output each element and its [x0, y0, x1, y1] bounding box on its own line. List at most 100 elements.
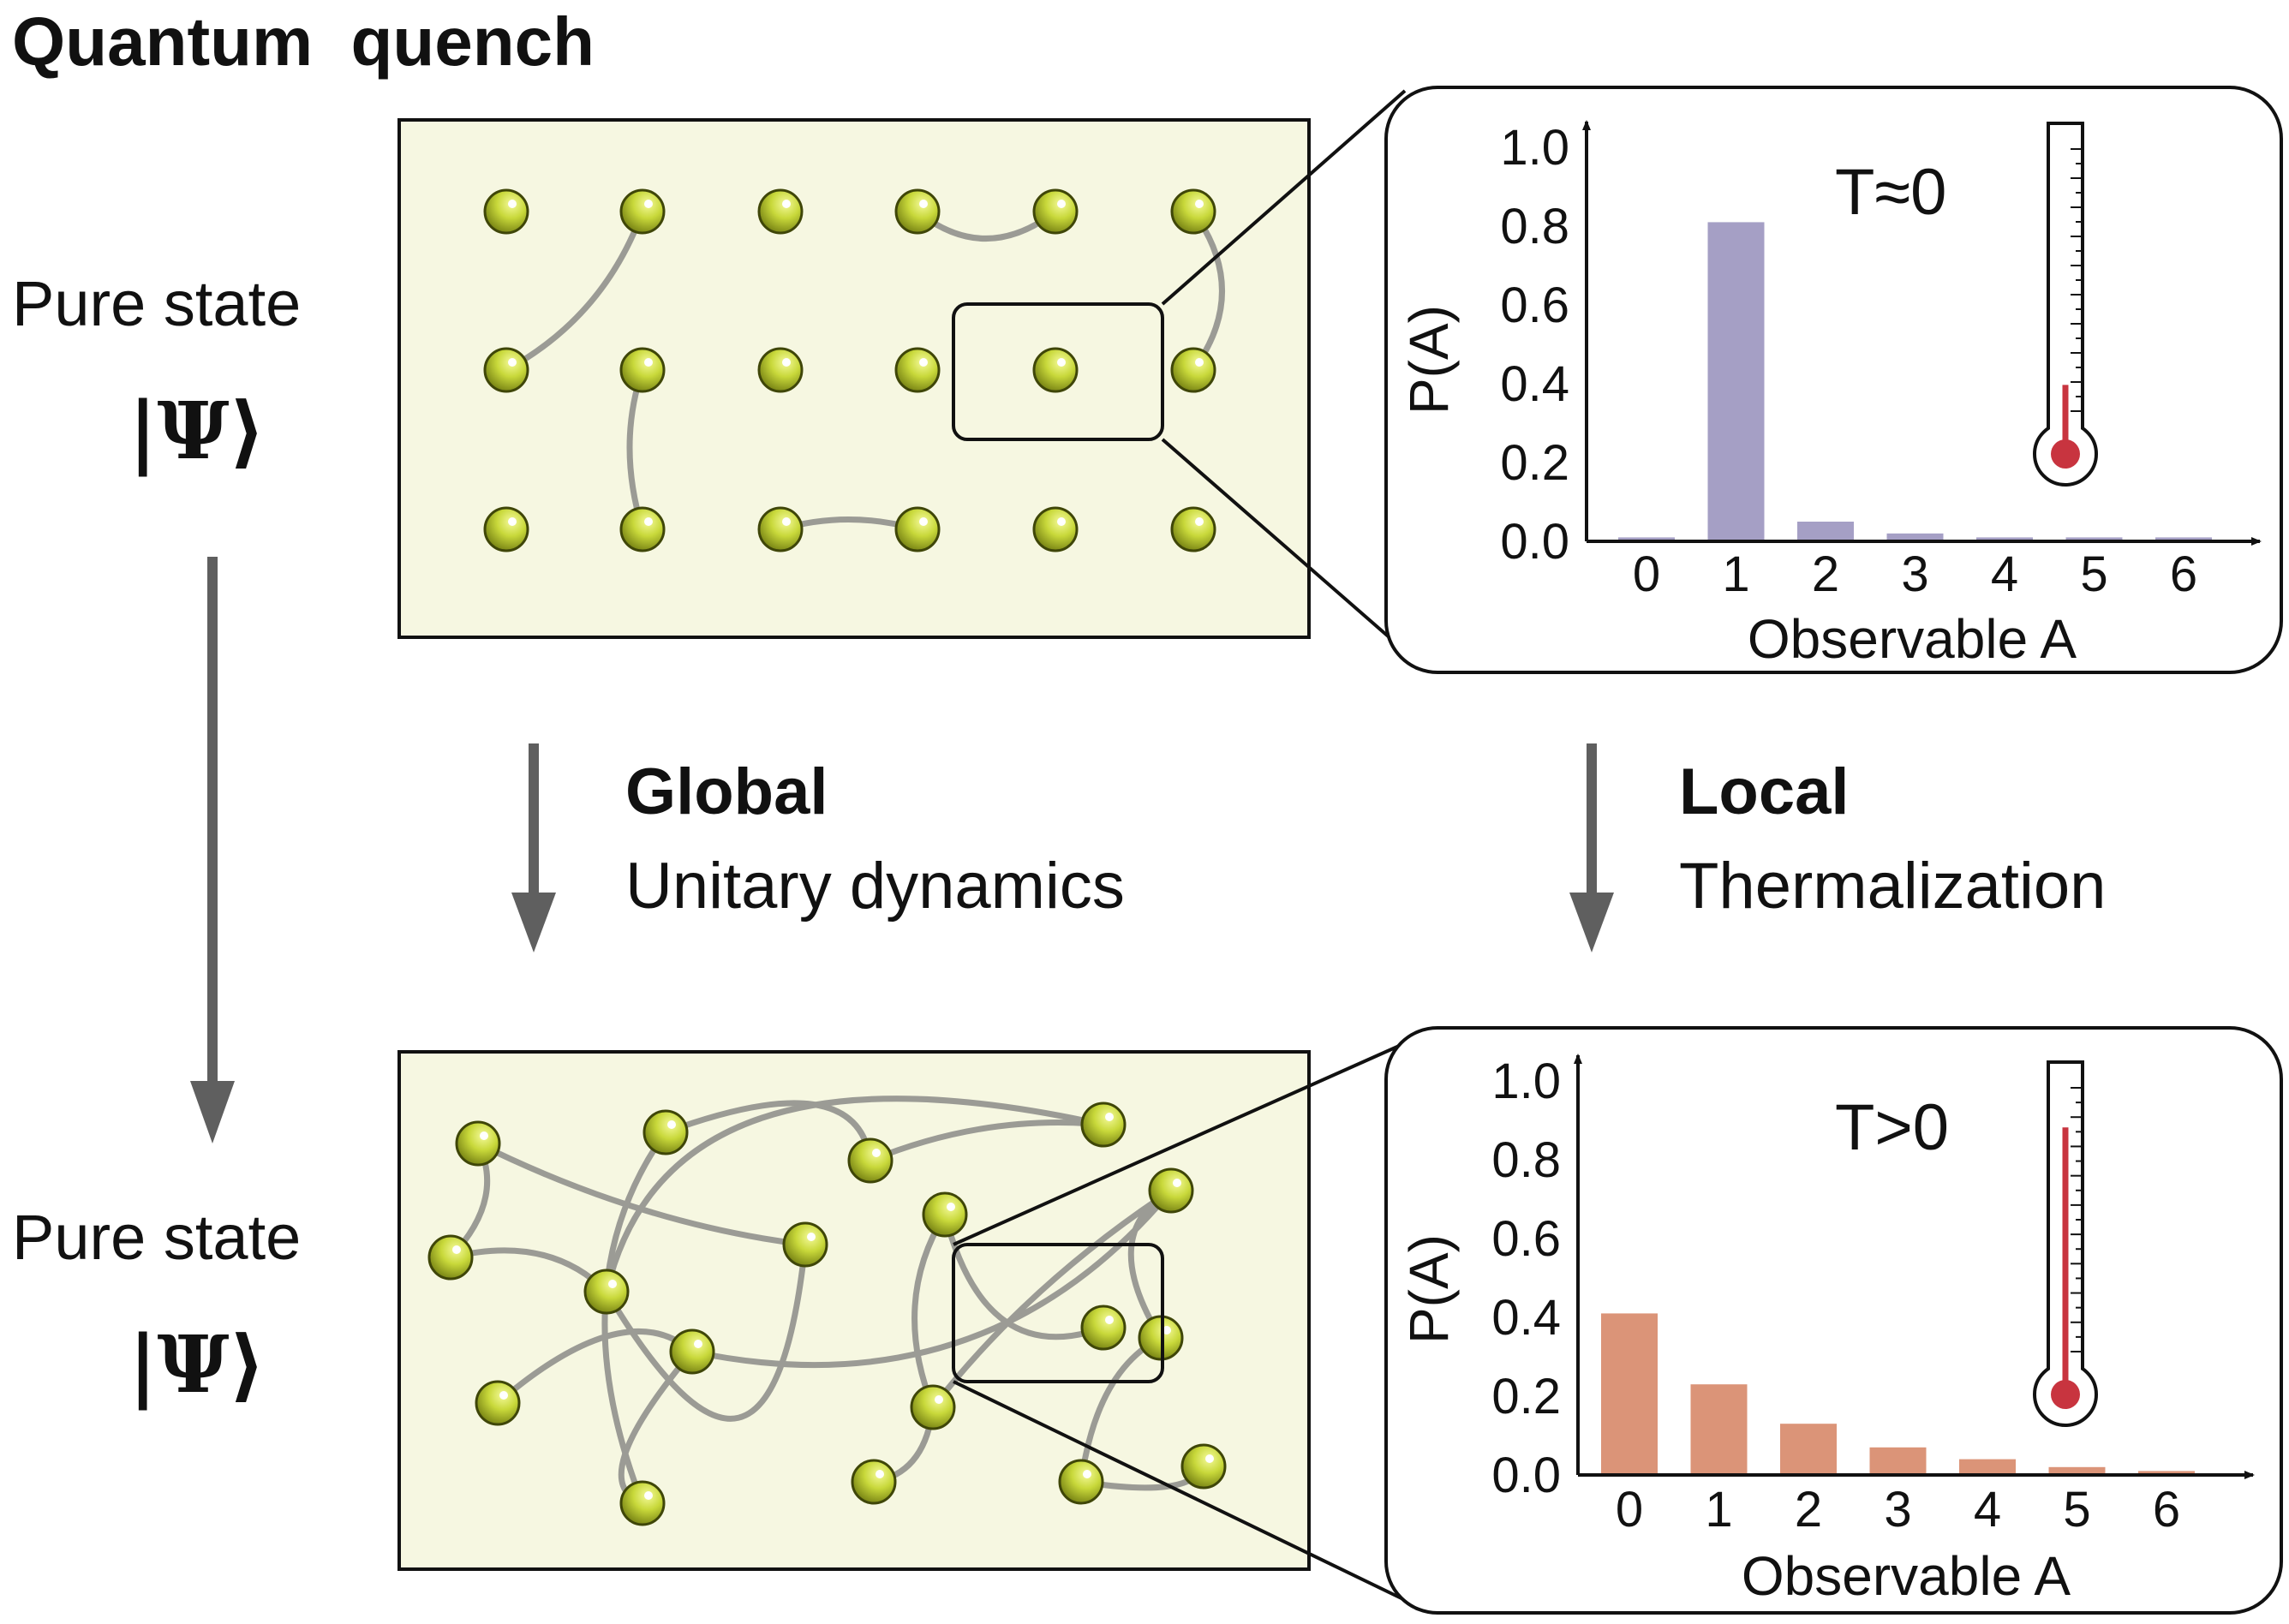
initial-distribution-panel: 0.0 0.2 0.4 0.6 0.8 1.0 0 1 2 3 4 5 6 P(A) Observabl… — [1384, 86, 2283, 674]
atom-icon — [455, 1120, 501, 1167]
atom-icon — [1080, 1102, 1127, 1148]
x-tick-label: 5 — [2080, 546, 2107, 602]
top-state-psi: |Ψ⟩ — [128, 385, 266, 477]
y-tick-label: 0.2 — [1491, 1369, 1561, 1424]
x-tick-label: 1 — [1705, 1482, 1732, 1537]
y-tick-label: 1.0 — [1500, 120, 1569, 176]
initial-atoms — [483, 188, 1216, 552]
x-tick-label: 3 — [1884, 1482, 1911, 1537]
x-tick-label: 1 — [1722, 546, 1749, 602]
bar — [2155, 537, 2212, 540]
bar — [1959, 1459, 2016, 1473]
thermometer-icon — [2033, 1060, 2098, 1427]
atom-icon — [894, 506, 941, 552]
atom-icon — [642, 1109, 689, 1155]
atom-icon — [619, 506, 666, 552]
atom-icon — [851, 1459, 897, 1505]
atom-icon — [1170, 188, 1216, 235]
atom-icon — [757, 506, 804, 552]
y-tick-label: 0.8 — [1500, 199, 1569, 254]
local-title: Local — [1679, 755, 1850, 828]
atom-icon — [894, 347, 941, 393]
atom-icon — [583, 1269, 630, 1315]
atom-icon — [483, 347, 529, 393]
y-tick-label: 0.0 — [1500, 514, 1569, 570]
atom-icon — [427, 1234, 474, 1281]
atom-icon — [619, 347, 666, 393]
bar — [1976, 537, 2033, 540]
bar — [1780, 1424, 1837, 1473]
ylabel-thermal: P(A) — [1398, 1234, 1460, 1344]
global-subtitle: Unitary dynamics — [625, 850, 1125, 922]
initial-distribution-chart: 0.0 0.2 0.4 0.6 0.8 1.0 0 1 2 3 4 5 6 — [1500, 120, 2262, 602]
x-tick-label: 0 — [1633, 546, 1660, 602]
thermometer-icon — [2033, 122, 2098, 487]
atom-icon — [757, 347, 804, 393]
atom-icon — [483, 506, 529, 552]
atom-icon — [1180, 1443, 1227, 1490]
bar — [2048, 1466, 2106, 1473]
atom-icon — [669, 1328, 715, 1375]
bar — [2138, 1471, 2195, 1474]
atom-icon — [1148, 1167, 1194, 1214]
x-tick-label: 3 — [1901, 546, 1928, 602]
bar — [1886, 533, 1944, 540]
y-tick-label: 0.6 — [1500, 278, 1569, 333]
y-tick-label: 0.4 — [1491, 1290, 1561, 1346]
atom-icon — [1058, 1459, 1104, 1505]
y-tick-label: 0.0 — [1491, 1448, 1561, 1503]
atom-icon — [782, 1221, 828, 1268]
x-tick-label: 2 — [1795, 1482, 1822, 1537]
bar — [1707, 222, 1765, 540]
xlabel-thermal: Observable A — [1742, 1545, 2071, 1607]
atom-icon — [1170, 347, 1216, 393]
temperature-initial: T≈0 — [1835, 156, 1946, 229]
atom-icon — [619, 188, 666, 235]
atom-icon — [847, 1137, 893, 1184]
bar — [1797, 522, 1854, 540]
y-tick-label: 0.2 — [1500, 435, 1569, 491]
ylabel-initial: P(A) — [1398, 305, 1460, 415]
final-lattice-panel — [397, 1042, 1406, 1602]
thermal-distribution-panel: 0.0 0.2 0.4 0.6 0.8 1.0 0 1 2 3 4 5 6 P(A) Observabl… — [1384, 1026, 2283, 1615]
bar — [1869, 1447, 1927, 1473]
y-tick-label: 1.0 — [1491, 1054, 1561, 1109]
x-tick-label: 6 — [2153, 1482, 2180, 1537]
xlabel-initial: Observable A — [1748, 608, 2077, 670]
final-atoms — [427, 1102, 1227, 1526]
y-tick-label: 0.4 — [1500, 356, 1569, 412]
atom-icon — [1032, 188, 1079, 235]
bottom-state-psi: |Ψ⟩ — [128, 1318, 266, 1411]
x-tick-label: 6 — [2170, 546, 2197, 602]
x-tick-label: 5 — [2063, 1482, 2090, 1537]
bar — [1690, 1384, 1748, 1473]
atom-icon — [1032, 506, 1079, 552]
x-tick-label: 0 — [1616, 1482, 1643, 1537]
atom-icon — [1170, 506, 1216, 552]
global-arrow — [511, 743, 556, 952]
atom-icon — [483, 188, 529, 235]
bar — [1618, 537, 1675, 540]
x-tick-label: 4 — [1974, 1482, 2001, 1537]
atom-icon — [619, 1480, 666, 1526]
atom-icon — [894, 188, 941, 235]
top-state-label: Pure state — [12, 268, 301, 339]
x-tick-label: 2 — [1812, 546, 1839, 602]
atom-icon — [475, 1380, 521, 1426]
atom-icon — [922, 1191, 968, 1238]
local-subtitle: Thermalization — [1679, 850, 2106, 922]
atom-icon — [1032, 347, 1079, 393]
thermal-distribution-chart: 0.0 0.2 0.4 0.6 0.8 1.0 0 1 2 3 4 5 6 — [1491, 1054, 2255, 1537]
initial-zoom-region — [952, 302, 1164, 441]
final-zoom-region — [952, 1243, 1164, 1383]
figure-title: Quantum quench — [12, 3, 595, 80]
y-tick-label: 0.6 — [1491, 1211, 1561, 1267]
bottom-state-label: Pure state — [12, 1202, 301, 1273]
global-title: Global — [625, 755, 828, 828]
atom-icon — [910, 1384, 956, 1430]
y-tick-label: 0.8 — [1491, 1132, 1561, 1188]
temperature-thermal: T>0 — [1835, 1091, 1949, 1164]
atom-icon — [1080, 1305, 1127, 1351]
time-evolution-arrow — [190, 557, 235, 1143]
atom-icon — [757, 188, 804, 235]
